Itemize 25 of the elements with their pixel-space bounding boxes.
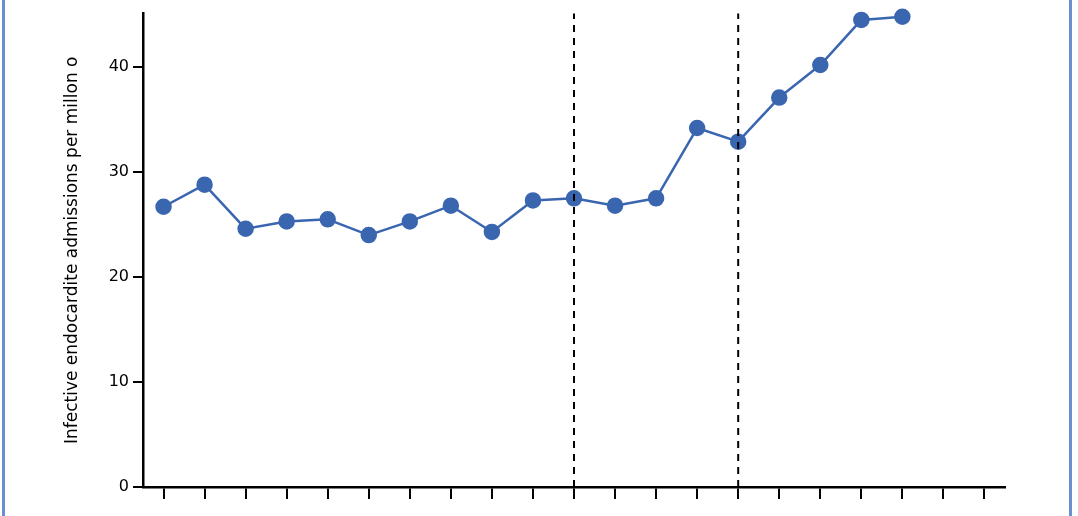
point — [770, 89, 788, 106]
point — [319, 211, 336, 228]
y-tick-label: 40 — [108, 56, 129, 76]
point — [524, 192, 542, 209]
point — [155, 198, 172, 215]
y-tick-label: 20 — [108, 266, 129, 286]
point — [688, 119, 706, 137]
point — [278, 213, 295, 230]
point — [647, 190, 665, 207]
point — [565, 190, 583, 207]
point — [853, 11, 870, 29]
point — [401, 213, 419, 230]
point — [894, 8, 911, 25]
point — [196, 176, 213, 193]
point — [442, 197, 460, 214]
y-axis-title: Infective endocardite admissions per millon o — [60, 56, 81, 445]
point — [237, 220, 254, 238]
point — [360, 226, 378, 244]
y-tick-label: 30 — [108, 161, 129, 181]
point — [483, 223, 501, 241]
point — [812, 56, 829, 74]
point — [729, 133, 747, 150]
y-tick-label: 0 — [118, 476, 129, 496]
point — [606, 197, 624, 214]
y-tick-label: 10 — [108, 371, 129, 391]
